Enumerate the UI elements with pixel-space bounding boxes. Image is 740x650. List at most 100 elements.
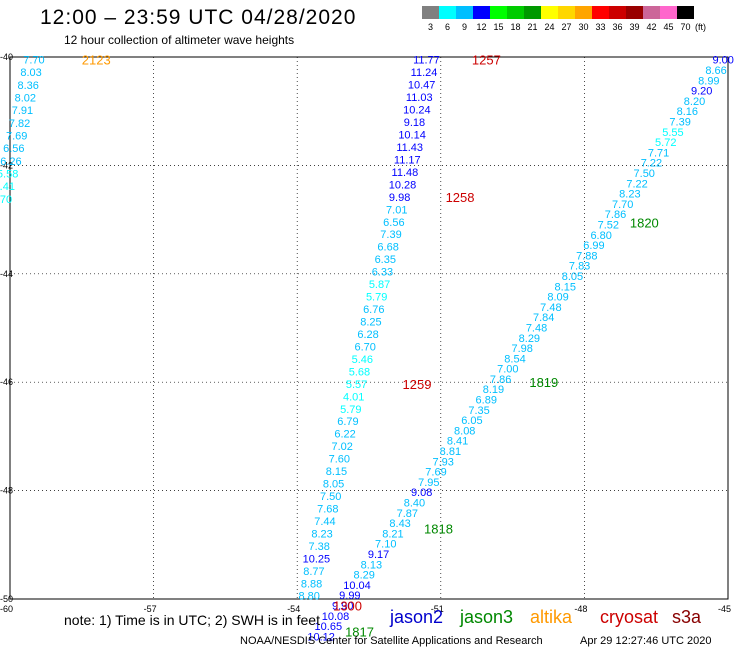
- wave-height-reading: 8.05: [323, 479, 344, 491]
- legend-label: 36: [612, 22, 623, 32]
- wave-height-reading: 10.14: [398, 130, 426, 142]
- wave-height-reading: 8.40: [404, 498, 425, 510]
- wave-height-reading: 6.56: [3, 143, 24, 155]
- wave-height-reading: 11.77: [413, 55, 440, 67]
- legend-label: 39: [629, 22, 640, 32]
- wave-height-reading: 7.88: [576, 250, 597, 262]
- wave-height-reading: 6.79: [337, 416, 358, 428]
- legend-label: 42: [646, 22, 657, 32]
- wave-height-reading: 7.87: [397, 508, 418, 520]
- wave-height-reading: 10.12: [307, 631, 335, 643]
- wave-height-reading: 9.98: [389, 192, 410, 204]
- wave-height-reading: 6.99: [583, 240, 604, 252]
- wave-height-reading: 6.80: [590, 230, 611, 242]
- wave-height-reading: 8.41: [447, 436, 468, 448]
- map-frame: [9, 56, 729, 600]
- latitude-tick-label: -48: [0, 486, 13, 496]
- legend-swatch: [422, 6, 439, 19]
- wave-height-reading: 6.22: [334, 429, 355, 441]
- wave-height-reading: 7.50: [634, 168, 655, 180]
- legend-swatch: [677, 6, 694, 19]
- wave-height-reading: 7.01: [386, 204, 407, 216]
- wave-height-reading: 5.68: [349, 366, 370, 378]
- wave-height-reading: 7.39: [669, 116, 690, 128]
- wave-height-reading: 8.43: [389, 518, 410, 530]
- wave-height-reading: 7.93: [432, 456, 453, 468]
- wave-height-reading: 7.86: [605, 209, 626, 221]
- wave-height-reading: 5.72: [655, 137, 676, 149]
- wave-height-reading: 8.80: [298, 591, 319, 603]
- wave-height-reading: 7.68: [317, 503, 338, 515]
- pass-time-label: 1259: [403, 377, 432, 392]
- wave-height-reading: 8.23: [619, 189, 640, 201]
- generation-timestamp: Apr 29 12:27:46 UTC 2020: [580, 635, 712, 647]
- wave-height-reading: 7.52: [598, 219, 619, 231]
- satellite-label-cryosat: cryosat: [600, 607, 659, 627]
- legend-label: 12: [476, 22, 487, 32]
- wave-height-reading: 7.35: [468, 405, 489, 417]
- wave-height-reading: 6.89: [476, 395, 497, 407]
- wave-height-reading: 10.47: [408, 80, 436, 92]
- wave-height-reading: 5.79: [366, 292, 387, 304]
- legend-swatch: [490, 6, 507, 19]
- latitude-tick-label: -46: [0, 377, 13, 387]
- wave-height-reading: 7.38: [309, 541, 330, 553]
- wave-height-reading: 8.36: [17, 80, 38, 92]
- page-subtitle: 12 hour collection of altimeter wave hei…: [64, 33, 295, 47]
- wave-height-reading: 8.99: [698, 75, 719, 87]
- legend-label: 18: [510, 22, 521, 32]
- wave-height-reading: 7.50: [320, 491, 341, 503]
- wave-height-reading: 7.95: [418, 477, 439, 489]
- wave-height-reading: 8.88: [301, 578, 322, 590]
- pass-time-label: 1817: [345, 625, 374, 640]
- legend-label: 15: [493, 22, 504, 32]
- wave-height-reading: 9.00: [713, 55, 734, 67]
- wave-height-reading: 5.87: [369, 279, 390, 291]
- legend-label: 33: [595, 22, 606, 32]
- wave-height-reading: 7.82: [9, 118, 30, 130]
- wave-height-reading: 4.01: [343, 391, 364, 403]
- longitude-tick-label: -45: [718, 604, 731, 614]
- wave-height-reading: 5.58: [0, 169, 18, 181]
- legend-label: 3: [427, 22, 433, 32]
- wave-height-reading: 8.05: [562, 271, 583, 283]
- wave-height-reading: 11.24: [411, 67, 438, 79]
- wave-height-reading: 9.18: [404, 117, 425, 129]
- wave-height-reading: 5.55: [662, 127, 683, 139]
- legend-swatch: [507, 6, 524, 19]
- satellite-label-s3a: s3a: [672, 607, 702, 627]
- legend-swatch: [473, 6, 490, 19]
- wave-height-reading: 8.19: [483, 384, 504, 396]
- wave-height-reading: 8.29: [519, 333, 540, 345]
- wave-height-reading: 9.90: [332, 601, 353, 613]
- wave-height-reading: 11.48: [392, 167, 419, 179]
- wave-height-reading: 7.60: [329, 454, 350, 466]
- footer-note: note: 1) Time is in UTC; 2) SWH is in fe…: [64, 612, 320, 628]
- wave-height-reading: 10.24: [403, 105, 431, 117]
- wave-height-reading: 6.05: [461, 415, 482, 427]
- latitude-tick-label: -40: [0, 52, 13, 62]
- wave-height-reading: 7.86: [490, 374, 511, 386]
- wave-height-reading: 7.00: [497, 364, 518, 376]
- wave-height-reading: 10.08: [322, 611, 350, 623]
- legend-label: 6: [444, 22, 450, 32]
- wave-height-reading: 7.48: [540, 302, 561, 314]
- wave-height-reading: 10.28: [389, 179, 417, 191]
- wave-height-reading: 6.76: [363, 304, 384, 316]
- wave-height-reading: 6.26: [0, 156, 21, 168]
- wave-height-reading: 5.46: [352, 354, 373, 366]
- wave-height-reading: 10.04: [343, 580, 371, 592]
- latitude-tick-label: -50: [0, 594, 13, 604]
- legend-swatch: [524, 6, 541, 19]
- wave-height-reading: 8.25: [360, 316, 381, 328]
- wave-height-reading: 8.81: [440, 446, 461, 458]
- wave-height-reading: 8.20: [684, 96, 705, 108]
- pass-time-label: 1258: [446, 190, 475, 205]
- longitude-tick-label: -51: [431, 604, 444, 614]
- wave-height-reading: 7.83: [569, 261, 590, 273]
- wave-height-reading: 8.09: [547, 292, 568, 304]
- wave-height-reading: 8.54: [504, 353, 525, 365]
- satellite-label-jason3: jason3: [460, 607, 514, 627]
- pass-time-label: 1819: [529, 375, 558, 390]
- pass-time-label: 1300: [333, 599, 362, 614]
